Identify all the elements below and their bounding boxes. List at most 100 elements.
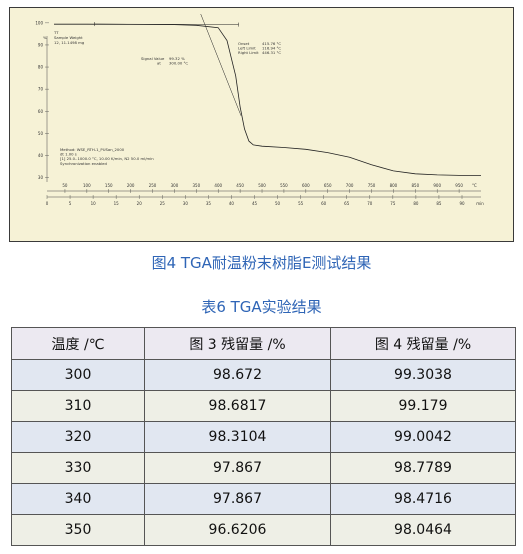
table-caption: 表6 TGA实验结果 <box>201 298 322 316</box>
left-limit-label: Left Limit <box>238 46 256 51</box>
corner-label-tt: TT <box>53 30 59 35</box>
cell-temperature: 340 <box>11 483 145 515</box>
x-time-tick-label: 25 <box>160 201 166 206</box>
y-tick-label: 30 <box>38 175 44 180</box>
y-tick-label: 70 <box>38 87 44 92</box>
x-time-tick-label: 5 <box>69 201 72 206</box>
x-temperature-tick-label: 100 <box>83 183 91 188</box>
cell-fig3-residue: 97.867 <box>144 483 331 515</box>
cell-temperature: 300 <box>11 359 145 391</box>
x-time-tick-label: 65 <box>344 201 350 206</box>
chart-axes <box>45 22 481 199</box>
x-time-tick-label: 50 <box>275 201 281 206</box>
table-row: 350 96.6206 98.0464 <box>11 514 516 546</box>
x-time-tick-label: 90 <box>459 201 465 206</box>
header-temperature: 温度 /℃ <box>11 327 145 360</box>
x-temperature-tick-label: 650 <box>324 183 332 188</box>
corner-label-percent: % <box>43 35 47 40</box>
table-row: 340 97.867 98.4716 <box>11 483 516 515</box>
cell-fig3-residue: 98.3104 <box>144 421 331 453</box>
tga-curve-line <box>54 23 482 176</box>
table-row: 320 98.3104 99.0042 <box>11 421 516 453</box>
x-temperature-tick-label: 850 <box>411 183 419 188</box>
table-row: 310 98.6817 99.179 <box>11 390 516 422</box>
cell-temperature: 350 <box>11 514 145 546</box>
x-time-tick-label: 40 <box>229 201 235 206</box>
left-limit-value: 116.94 °C <box>262 46 281 51</box>
table-row: 330 97.867 98.7789 <box>11 452 516 484</box>
x-time-tick-label: min <box>476 201 484 206</box>
y-tick-label: 50 <box>38 131 44 136</box>
x-time-tick-label: 45 <box>252 201 258 206</box>
method-text-line: [1] 25.0..1000.0 °C, 10.00 K/min, N2 50.… <box>60 156 154 161</box>
cell-fig4-residue: 98.7789 <box>330 452 516 484</box>
right-limit-label: Right Limit <box>238 50 259 55</box>
x-temperature-tick-label: 350 <box>193 183 201 188</box>
x-temperature-tick-label: 600 <box>302 183 310 188</box>
header-fig4-residue: 图 4 残留量 /% <box>330 327 516 360</box>
x-temperature-tick-label: 550 <box>280 183 288 188</box>
x-temperature-tick-label: 450 <box>236 183 244 188</box>
header-fig3-residue: 图 3 残留量 /% <box>144 327 331 360</box>
method-text-line: dt 1.00 s <box>60 152 77 157</box>
x-temperature-tick-labels: 50 100 150 200 250 300 350 400 450 500 550 600 650 70… <box>62 183 477 188</box>
corner-label-sample-mass: 12, 11.1498 mg <box>54 40 85 45</box>
cell-fig4-residue: 99.179 <box>330 390 516 422</box>
y-tick-label: 80 <box>38 65 44 70</box>
x-time-tick-label: 60 <box>321 201 327 206</box>
x-temperature-tick-label: 750 <box>368 183 376 188</box>
x-time-tick-label: 70 <box>367 201 373 206</box>
x-time-tick-label: 0 <box>46 201 49 206</box>
method-text-line: Synchronization enabled <box>60 161 107 166</box>
method-text-line: Method: WSE_RTH-1_PUSan_2000 <box>60 147 125 152</box>
x-temperature-tick-label: 500 <box>258 183 266 188</box>
signal-temperature: 300.00 °C <box>169 61 188 66</box>
inflection-tangent-line <box>200 13 242 116</box>
table-row: 300 98.672 99.3038 <box>11 359 516 391</box>
cell-temperature: 310 <box>11 390 145 422</box>
signal-value-label: Signal Value <box>141 56 165 61</box>
onset-value: 415.76 °C <box>262 41 281 46</box>
x-temperature-tick-label: °C <box>472 183 477 188</box>
x-temperature-tick-label: 950 <box>455 183 463 188</box>
x-temperature-tick-label: 900 <box>433 183 441 188</box>
tga-results-table: 温度 /℃ 图 3 残留量 /% 图 4 残留量 /% 300 98.672 9… <box>11 327 516 546</box>
onset-label: Onset <box>238 41 250 46</box>
x-temperature-tick-label: 200 <box>127 183 135 188</box>
corner-label-sample-weight: Sample Weight <box>54 35 83 40</box>
x-temperature-tick-label: 250 <box>149 183 157 188</box>
x-temperature-tick-label: 300 <box>171 183 179 188</box>
x-time-tick-label: 85 <box>436 201 442 206</box>
x-temperature-tick-label: 400 <box>214 183 222 188</box>
cell-fig3-residue: 97.867 <box>144 452 331 484</box>
cell-fig4-residue: 99.3038 <box>330 359 516 391</box>
cell-fig4-residue: 98.0464 <box>330 514 516 546</box>
signal-at-label: at <box>157 61 161 66</box>
y-tick-label: 100 <box>35 20 43 25</box>
cell-temperature: 320 <box>11 421 145 453</box>
cell-fig3-residue: 98.672 <box>144 359 331 391</box>
table-header-row: 温度 /℃ 图 3 残留量 /% 图 4 残留量 /% <box>11 327 516 360</box>
x-temperature-tick-label: 50 <box>62 183 68 188</box>
y-tick-label: 90 <box>38 42 44 47</box>
figure-caption: 图4 TGA耐温粉末树脂E测试结果 <box>151 254 372 272</box>
y-tick-label: 60 <box>38 109 44 114</box>
x-time-tick-label: 55 <box>298 201 304 206</box>
tga-chart-frame: TT% Sample Weight 12, 11.1498 mg 100 90 80 70… <box>9 7 514 242</box>
y-tick-label: 40 <box>38 153 44 158</box>
right-limit-value: 446.31 °C <box>262 50 281 55</box>
x-temperature-tick-label: 150 <box>105 183 113 188</box>
x-time-tick-label: 20 <box>137 201 143 206</box>
cell-fig3-residue: 98.6817 <box>144 390 331 422</box>
cell-temperature: 330 <box>11 452 145 484</box>
signal-value: 99.32 % <box>169 56 185 61</box>
x-time-tick-label: 75 <box>390 201 396 206</box>
x-time-tick-label: 10 <box>91 201 97 206</box>
x-time-tick-label: 15 <box>114 201 120 206</box>
x-time-tick-labels: 0 5 10 15 20 25 30 35 40 45 50 55 60 65 70 75 80 85 90 min <box>46 201 485 206</box>
x-time-tick-label: 80 <box>413 201 419 206</box>
